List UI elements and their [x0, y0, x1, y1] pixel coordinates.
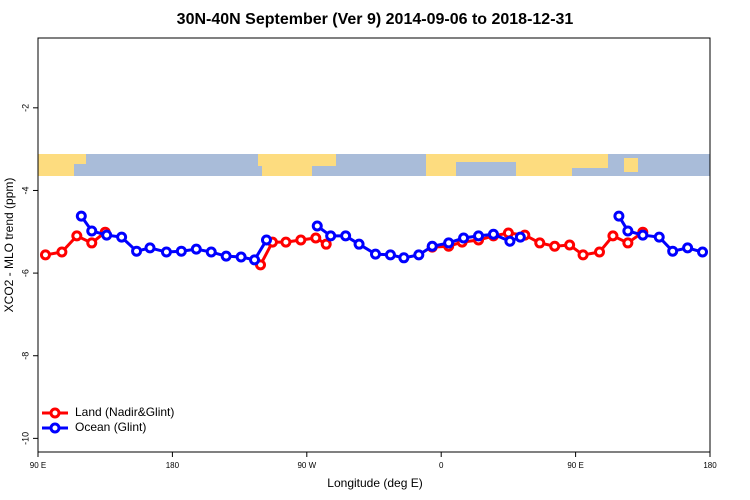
- data-point: [295, 234, 307, 246]
- legend-label: Land (Nadir&Glint): [75, 405, 174, 419]
- data-point: [75, 210, 87, 222]
- chart-title: 30N-40N September (Ver 9) 2014-09-06 to …: [177, 11, 574, 28]
- data-point: [340, 230, 352, 242]
- data-point: [622, 237, 634, 249]
- data-point: [682, 242, 694, 254]
- x-axis-label: Longitude (deg E): [327, 476, 422, 490]
- data-point: [86, 237, 98, 249]
- legend-label: Ocean (Glint): [75, 420, 146, 434]
- data-point: [160, 246, 172, 258]
- data-point: [190, 243, 202, 255]
- data-point: [549, 240, 561, 252]
- x-tick-label: 0: [439, 461, 444, 470]
- data-point: [260, 234, 272, 246]
- y-tick-label: -8: [20, 352, 30, 360]
- y-tick-label: -10: [20, 432, 30, 445]
- data-point: [116, 231, 128, 243]
- data-point: [249, 254, 261, 266]
- data-point: [310, 232, 322, 244]
- data-point: [398, 252, 410, 264]
- data-point: [443, 237, 455, 249]
- data-point: [697, 246, 709, 258]
- data-point: [637, 229, 649, 241]
- data-point: [426, 240, 438, 252]
- data-point: [101, 229, 113, 241]
- data-point: [593, 246, 605, 258]
- data-point: [458, 232, 470, 244]
- data-point: [534, 237, 546, 249]
- data-point: [325, 230, 337, 242]
- data-point: [473, 230, 485, 242]
- x-tick-label: 90 E: [30, 461, 46, 470]
- data-point: [320, 238, 332, 250]
- x-tick-label: 90 W: [297, 461, 316, 470]
- data-point: [144, 242, 156, 254]
- data-point: [86, 225, 98, 237]
- data-point: [220, 250, 232, 262]
- data-point: [653, 231, 665, 243]
- data-point: [487, 228, 499, 240]
- data-point: [613, 210, 625, 222]
- data-point: [607, 230, 619, 242]
- data-point: [667, 245, 679, 257]
- data-point: [280, 236, 292, 248]
- y-tick-label: -6: [20, 269, 30, 277]
- x-tick-label: 90 E: [567, 461, 583, 470]
- x-tick-label: 180: [166, 461, 180, 470]
- data-point: [353, 238, 365, 250]
- data-point: [71, 230, 83, 242]
- y-tick-label: -4: [20, 186, 30, 194]
- data-point: [175, 245, 187, 257]
- data-point: [369, 248, 381, 260]
- data-point: [564, 239, 576, 251]
- data-point: [413, 249, 425, 261]
- x-tick-label: 180: [703, 461, 717, 470]
- data-point: [504, 235, 516, 247]
- data-point: [502, 227, 514, 239]
- data-point: [56, 246, 68, 258]
- legend-marker: [49, 422, 61, 434]
- data-point: [205, 246, 217, 258]
- legend-marker: [49, 407, 61, 419]
- data-point: [311, 220, 323, 232]
- data-point: [384, 249, 396, 261]
- data-point: [577, 249, 589, 261]
- data-point: [39, 249, 51, 261]
- data-point: [622, 225, 634, 237]
- data-point: [131, 245, 143, 257]
- y-axis-label: XCO2 - MLO trend (ppm): [2, 178, 16, 313]
- map-strip: [38, 154, 710, 176]
- plot-frame: [37, 37, 711, 453]
- data-point: [514, 231, 526, 243]
- data-point: [235, 251, 247, 263]
- y-tick-label: -2: [20, 104, 30, 112]
